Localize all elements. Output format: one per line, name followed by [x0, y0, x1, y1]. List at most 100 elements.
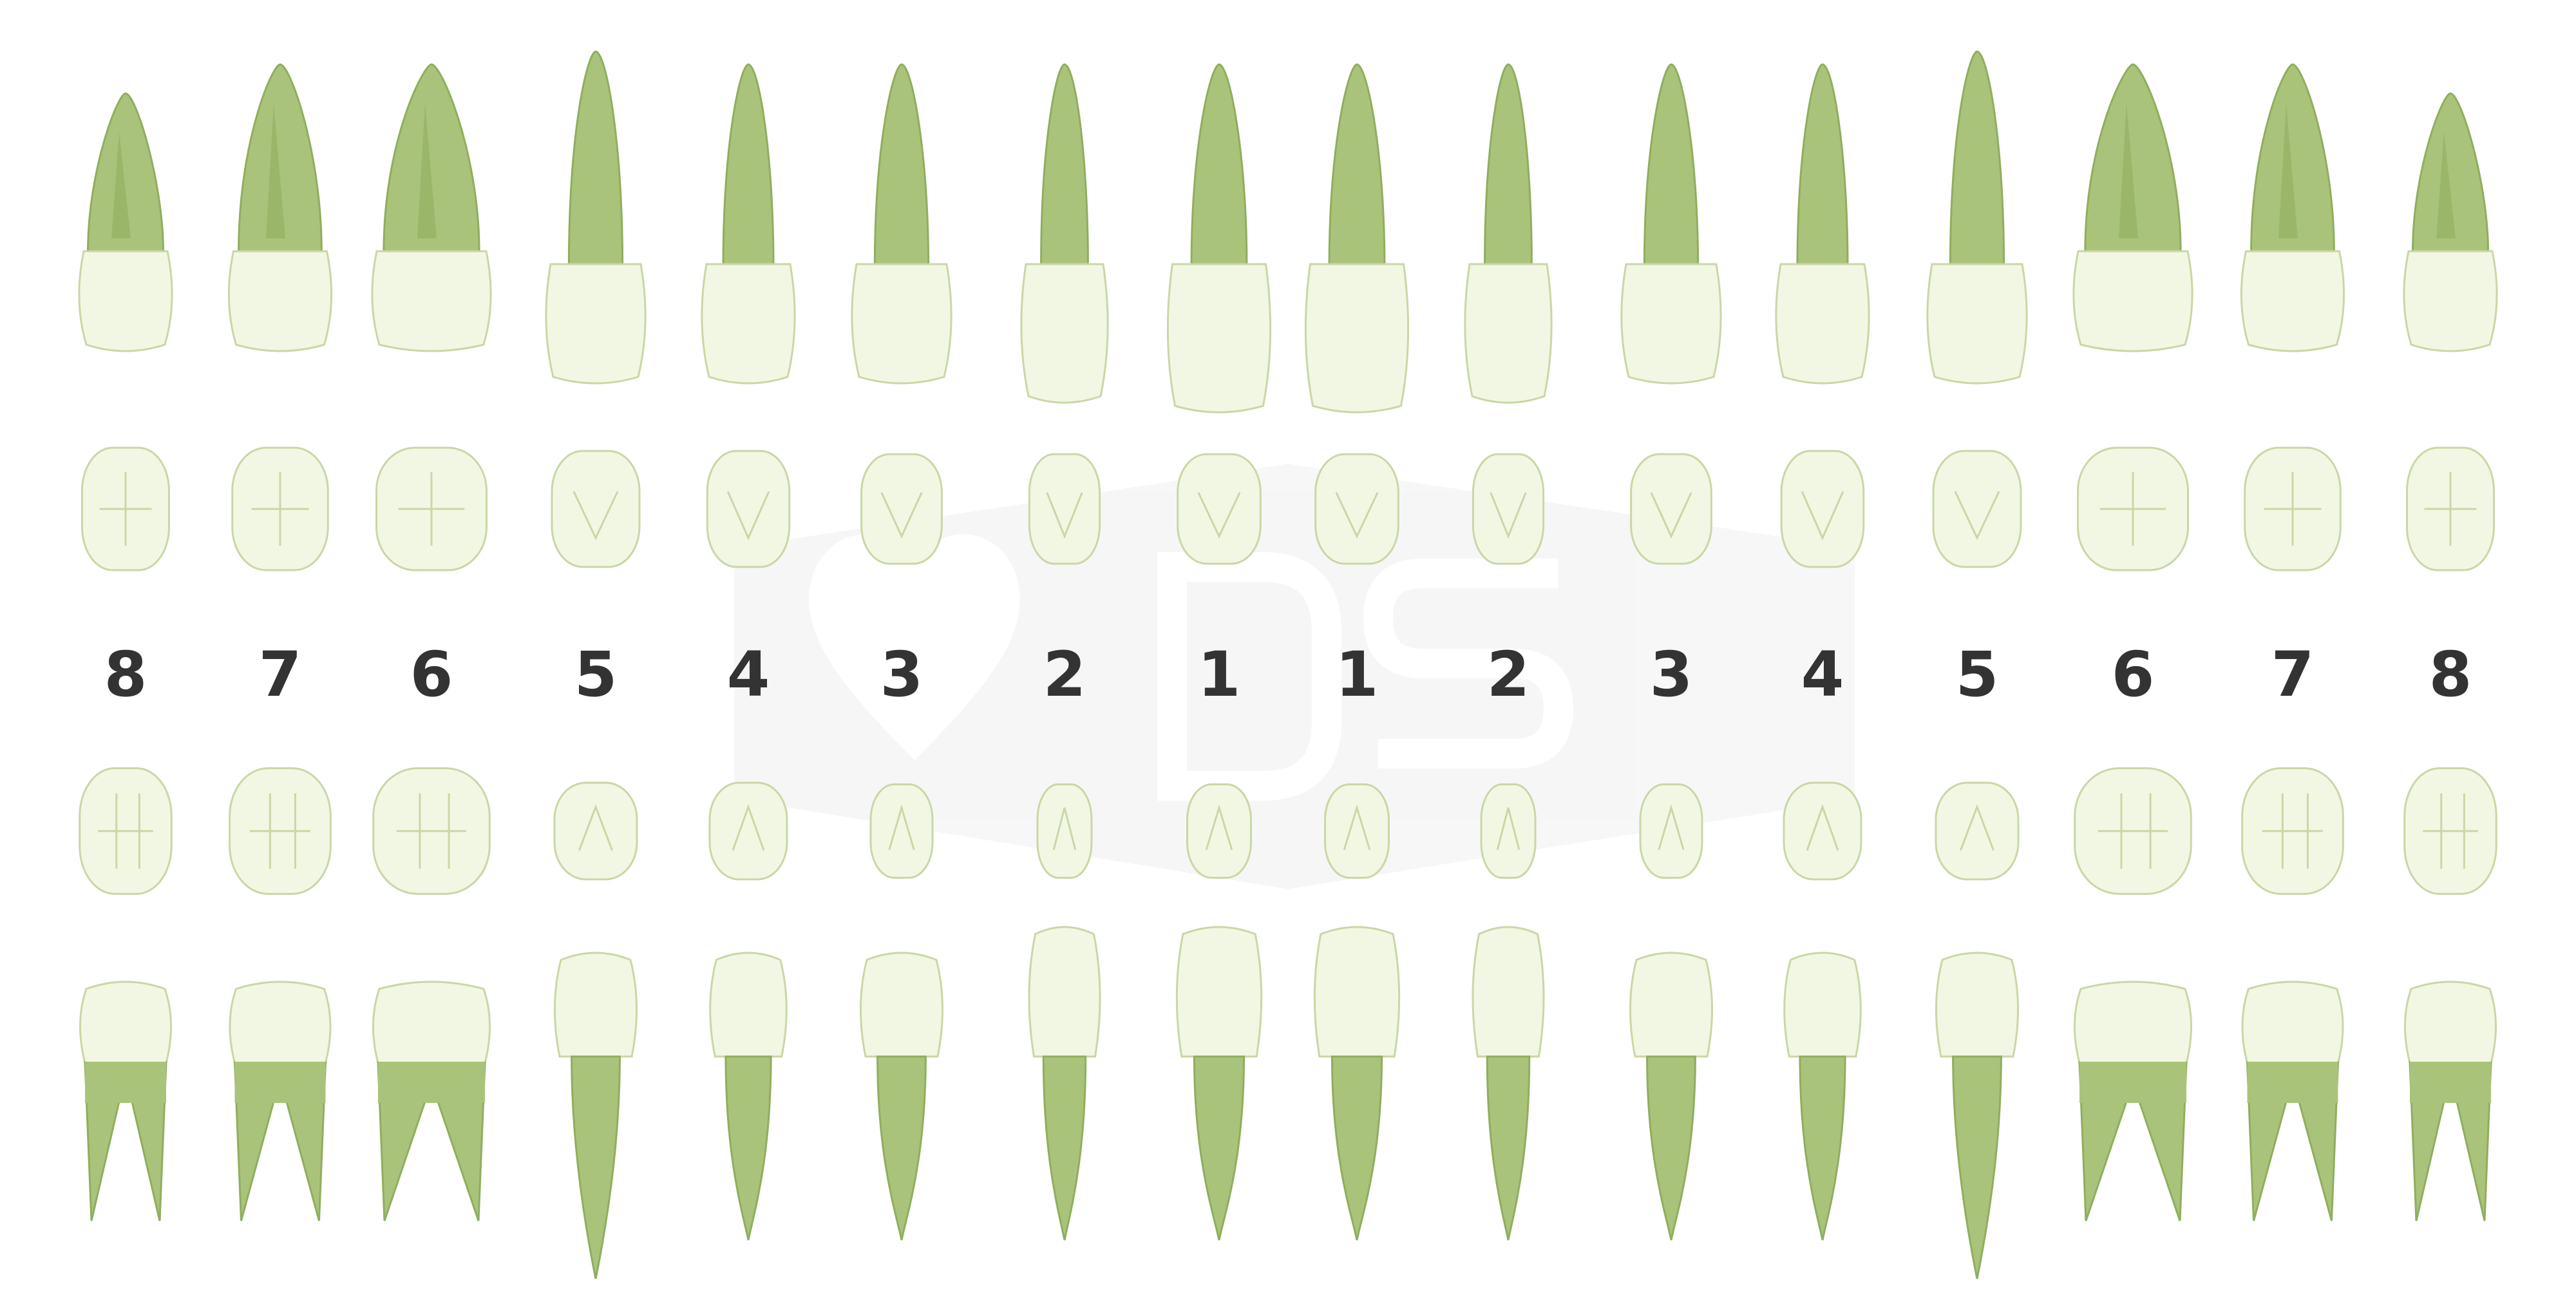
upper-occlusal-l4 — [1780, 450, 1865, 568]
lower-crown-r7 — [229, 981, 332, 1064]
upper-occlusal-fissure-r8 — [99, 472, 152, 546]
upper-crown-r2 — [1020, 263, 1109, 404]
upper-tooth-l4 — [1775, 63, 1870, 385]
lower-occlusal-surface-r4 — [708, 781, 788, 881]
upper-root-l3 — [1643, 63, 1700, 265]
lower-occlusal-fissure-l8 — [2423, 793, 2478, 869]
lower-tooth-l4 — [1783, 952, 1862, 1241]
lower-crown-l7 — [2241, 981, 2344, 1064]
lower-occlusal-fissure-l7 — [2262, 793, 2324, 869]
lower-crown-l4 — [1783, 952, 1862, 1058]
lower-root-r4 — [724, 1055, 772, 1241]
upper-occlusal-fissure-l1 — [1335, 492, 1379, 539]
upper-occlusal-fissure-r3 — [880, 492, 923, 539]
upper-root-l6 — [2084, 63, 2182, 253]
lower-root-trunk-l8 — [2410, 1062, 2491, 1103]
upper-crown-l2 — [1464, 263, 1553, 404]
upper-occlusal-surface-r2 — [1028, 453, 1101, 565]
upper-occlusal-fissure-l7 — [2264, 472, 2322, 546]
upper-occlusal-fissure-l8 — [2424, 472, 2477, 546]
upper-occlusal-r1 — [1177, 453, 1262, 565]
lower-occlusal-fissure-r7 — [249, 793, 311, 869]
lower-tooth-l2 — [1472, 926, 1545, 1241]
lower-tooth-r2 — [1028, 926, 1101, 1241]
lower-crown-l2 — [1472, 926, 1545, 1058]
lower-occlusal-fissure-r5 — [578, 804, 614, 851]
lower-root-r2 — [1042, 1055, 1087, 1241]
lower-root-l5 — [1952, 1055, 2002, 1279]
upper-crown-l1 — [1304, 263, 1410, 414]
lower-crown-r4 — [709, 952, 788, 1058]
lower-tooth-r5 — [553, 952, 638, 1279]
upper-crown-r6 — [371, 250, 492, 352]
upper-root-inner-l8 — [2436, 132, 2456, 238]
upper-occlusal-r2 — [1028, 453, 1101, 565]
lower-occlusal-r7 — [229, 767, 332, 895]
lower-root-l1 — [1331, 1055, 1383, 1241]
lower-occlusal-l7 — [2241, 767, 2344, 895]
lower-occlusal-fissure-r8 — [98, 793, 153, 869]
upper-root-r3 — [873, 63, 930, 265]
lower-occlusal-surface-r2 — [1036, 783, 1093, 879]
lower-occlusal-r4 — [708, 781, 788, 881]
upper-tooth-l8 — [2403, 92, 2498, 352]
lower-root-r1 — [1193, 1055, 1245, 1241]
tooth-number-l5: 5 — [1956, 638, 1999, 711]
upper-root-inner-l6 — [2119, 103, 2138, 238]
upper-occlusal-fissure-r2 — [1046, 492, 1083, 539]
upper-crown-r1 — [1166, 263, 1272, 414]
lower-root-trunk-r7 — [234, 1062, 326, 1103]
lower-occlusal-fissure-l4 — [1806, 804, 1839, 851]
upper-crown-l3 — [1620, 263, 1722, 385]
upper-occlusal-surface-r3 — [860, 453, 943, 565]
upper-occlusal-fissure-l2 — [1490, 492, 1527, 539]
lower-root-r3 — [876, 1055, 927, 1241]
lower-occlusal-surface-l1 — [1324, 783, 1390, 879]
upper-occlusal-l3 — [1630, 453, 1712, 565]
upper-tooth-l3 — [1620, 63, 1722, 385]
lower-occlusal-r6 — [372, 767, 491, 895]
tooth-number-l3: 3 — [1650, 638, 1693, 711]
tooth-number-r8: 8 — [104, 638, 147, 711]
lower-root-trunk-l7 — [2247, 1062, 2338, 1103]
tooth-number-r2: 2 — [1043, 638, 1086, 711]
upper-crown-r3 — [851, 263, 952, 385]
tooth-number-l2: 2 — [1487, 638, 1530, 711]
lower-occlusal-fissure-l5 — [1959, 804, 1995, 851]
lower-crown-r1 — [1175, 926, 1263, 1058]
upper-teeth-row — [78, 50, 2498, 414]
upper-occlusal-r7 — [231, 446, 329, 571]
upper-root-r1 — [1190, 63, 1248, 265]
upper-tooth-r4 — [701, 63, 796, 385]
upper-occlusal-r4 — [706, 450, 791, 568]
upper-occlusal-fissure-r7 — [251, 472, 309, 546]
lower-occlusal-r5 — [553, 781, 638, 881]
upper-occlusal-surface-l4 — [1780, 450, 1865, 568]
lower-crown-l6 — [2073, 981, 2193, 1064]
upper-occlusal-surface-r5 — [551, 450, 641, 568]
lower-occlusal-surface-l4 — [1783, 781, 1862, 881]
upper-crown-l7 — [2240, 250, 2345, 352]
upper-root-inner-r8 — [111, 132, 131, 238]
lower-occlusal-surface-r5 — [553, 781, 638, 881]
upper-occlusal-fissure-l3 — [1650, 492, 1692, 539]
lower-root-r5 — [571, 1055, 621, 1279]
lower-occlusal-r3 — [869, 783, 934, 879]
upper-crown-l6 — [2072, 250, 2193, 352]
lower-tooth-l7 — [2241, 981, 2344, 1221]
upper-root-r4 — [722, 63, 775, 265]
upper-root-inner-r6 — [417, 103, 437, 238]
lower-tooth-r1 — [1175, 926, 1263, 1241]
lower-occlusal-surface-l3 — [1639, 783, 1703, 879]
tooth-number-l7: 7 — [2271, 638, 2315, 711]
upper-crown-l5 — [1926, 263, 2028, 385]
upper-occlusal-l8 — [2406, 446, 2495, 571]
upper-occlusal-l2 — [1472, 453, 1545, 565]
upper-occlusal-surface-l3 — [1630, 453, 1712, 565]
upper-tooth-r5 — [545, 50, 647, 385]
lower-occlusal-r1 — [1186, 783, 1252, 879]
upper-occlusal-l6 — [2077, 446, 2189, 571]
upper-occlusal-surface-l2 — [1472, 453, 1545, 565]
upper-occlusal-fissure-r4 — [726, 491, 770, 541]
lower-tooth-l1 — [1313, 926, 1401, 1241]
